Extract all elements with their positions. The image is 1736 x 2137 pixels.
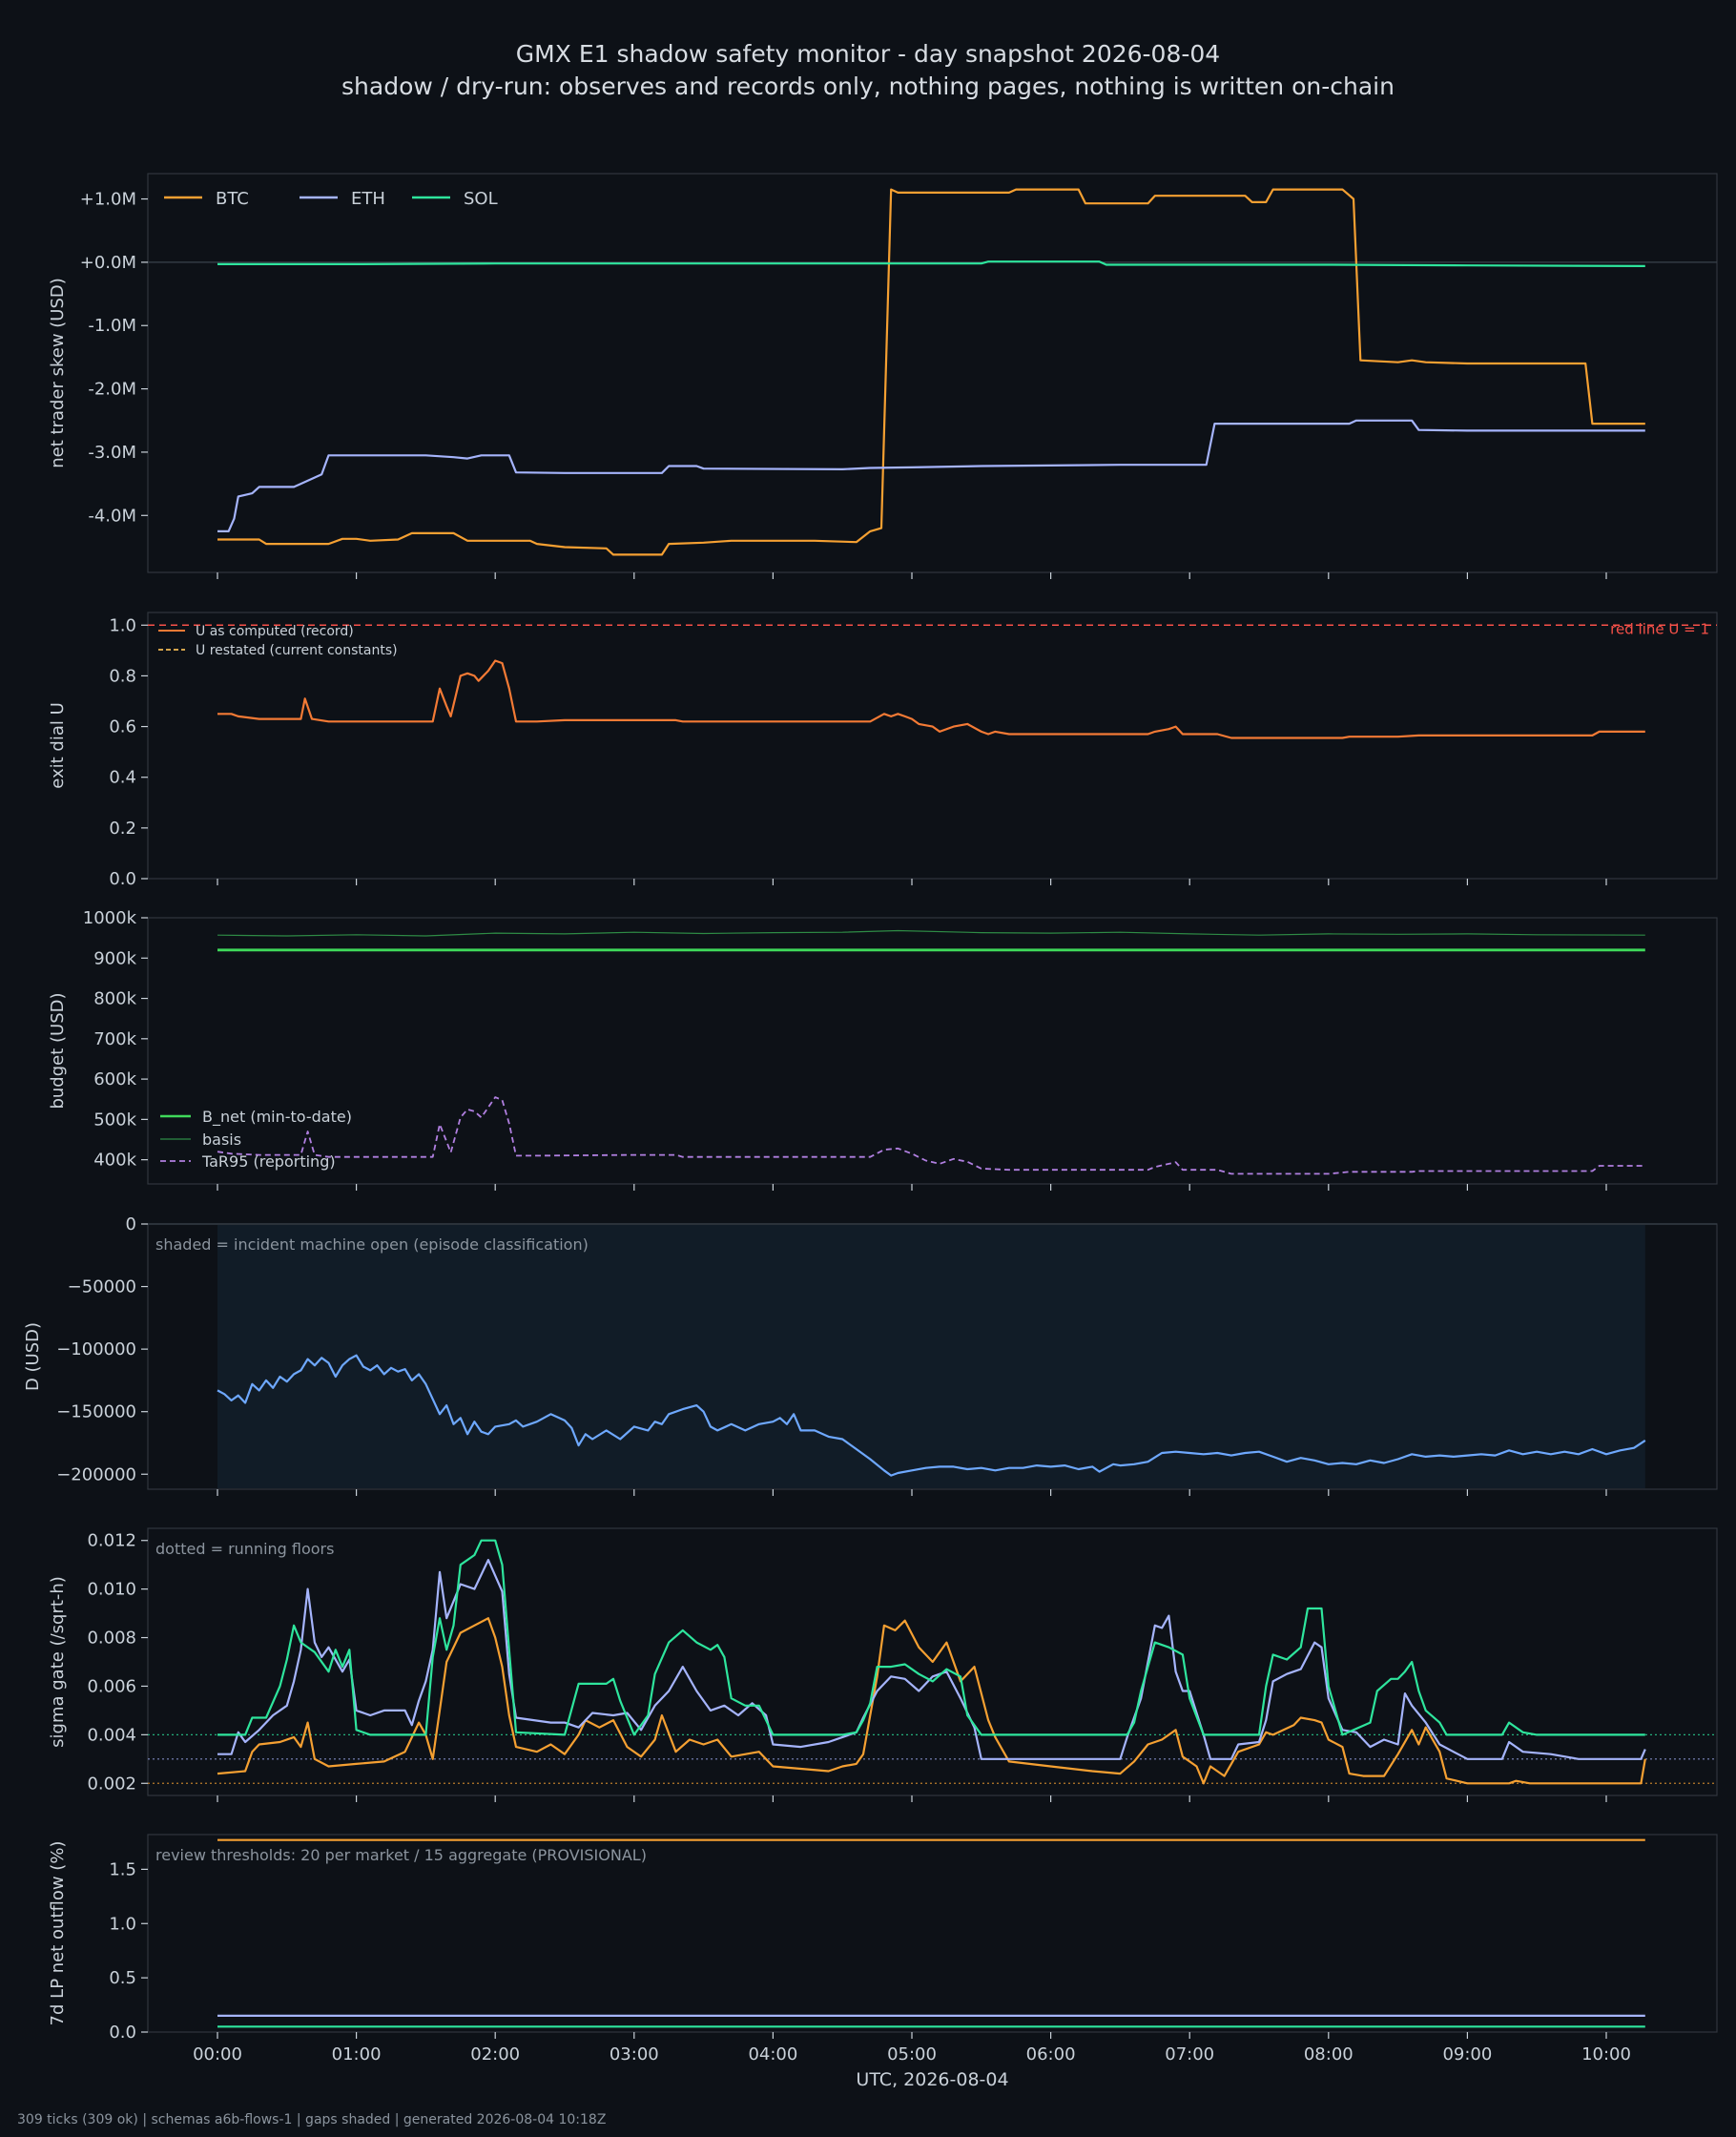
legend-label-basis: basis [202,1131,241,1149]
y-tick-label: 0 [126,1214,136,1234]
y-tick-label: 1.0 [109,615,136,635]
panel-frame [147,173,1718,573]
legend-label-tar95-reporting: TaR95 (reporting) [201,1152,336,1171]
panel-6: 0.0 0.5 1.0 1.5 00:00 01:00 02:00 03:00 04:00 05:… [48,1834,1718,2090]
series-line-d [217,1354,1646,1477]
x-tick-label: 03:00 [610,2044,659,2064]
legend-label-u-restated-current-constants: U restated (current constants) [196,643,398,658]
x-tick-label: 00:00 [193,2044,242,2064]
figure-header: GMX E1 shadow safety monitor - day snaps… [0,38,1736,103]
y-tick-label: +0.0M [80,253,136,273]
y-tick-label: 0.012 [87,1531,136,1551]
y-tick-label: −50000 [68,1277,136,1297]
panel-4: 0 −50000 −100000 −150000 −200000 D (USD) shade… [23,1214,1718,1496]
x-tick-label: 09:00 [1442,2044,1492,2064]
series-line-sol [217,260,1645,267]
legend-label-u-as-computed-record: U as computed (record) [196,624,354,639]
series-line-u-as-computed-record [217,659,1645,739]
x-tick-label: 06:00 [1026,2044,1076,2064]
y-tick-label: 0.8 [109,666,136,686]
y-tick-label: 0.2 [109,819,136,839]
panel-2: 0.0 0.2 0.4 0.6 0.8 1.0 exit dial U red line U … [48,612,1718,889]
panel-5: 0.002 0.004 0.006 0.008 0.010 0.012 sigma gate… [48,1527,1718,1802]
y-tick-label: 0.4 [109,768,136,788]
x-tick-label: 10:00 [1581,2044,1631,2064]
legend-label-eth: ETH [351,189,385,209]
footer-status: 309 ticks (309 ok) | schemas a6b-flows-1… [17,2112,607,2127]
panel-frame [147,917,1718,1185]
y-axis-label: exit dial U [48,702,68,789]
panel-frame [147,612,1718,880]
y-tick-label: −200000 [56,1464,136,1484]
y-axis-label: net trader skew (USD) [48,278,68,468]
series-line-tar95-reporting [217,1096,1645,1175]
y-axis-label: D (USD) [23,1322,43,1391]
y-tick-label: 0.010 [87,1580,136,1600]
y-tick-label: 0.6 [109,717,136,737]
y-tick-label: 1000k [83,908,137,928]
y-tick-label: 0.004 [87,1725,136,1745]
y-tick-label: 0.0 [109,869,136,889]
y-tick-label: +1.0M [80,190,136,210]
y-tick-label: -3.0M [88,443,136,463]
y-axis-label: 7d LP net outflow (%) [48,1841,68,2026]
y-tick-label: 500k [93,1110,136,1130]
y-tick-label: 0.002 [87,1774,136,1794]
y-tick-label: 900k [93,948,136,968]
panel-frame [147,1834,1718,2033]
y-tick-label: 700k [93,1029,136,1049]
y-tick-label: 0.008 [87,1629,136,1649]
series-line-basis [217,929,1645,937]
series-line-btc [217,188,1645,556]
x-tick-label: 04:00 [748,2044,797,2064]
legend-label-btc: BTC [216,189,249,209]
series-line-sol [217,1539,1645,1736]
y-tick-label: 800k [93,989,136,1009]
figure-subtitle: shadow / dry-run: observes and records o… [341,73,1395,100]
y-axis-label: sigma gate (/sqrt-h) [48,1576,68,1748]
y-tick-label: 600k [93,1069,136,1089]
x-tick-label: 07:00 [1165,2044,1214,2064]
figure-title: GMX E1 shadow safety monitor - day snaps… [515,40,1221,68]
panel-annotation: shaded = incident machine open (episode … [155,1235,589,1254]
panel-1: +1.0M +0.0M -1.0M -2.0M -3.0M -4.0M net trader… [48,173,1718,579]
series-line-eth [217,419,1645,532]
y-tick-label: −150000 [56,1402,136,1422]
x-tick-label: 01:00 [332,2044,382,2064]
series-line-btc [217,1617,1646,1785]
y-tick-label: 0.5 [109,1968,136,1988]
red-line-label: red line U = 1 [1610,620,1709,637]
panel-annotation: dotted = running floors [155,1540,334,1558]
panel-3: 400k 500k 600k 700k 800k 900k 1000k budget (USD… [48,908,1718,1191]
legend-label-b-net-min-to-date: B_net (min-to-date) [202,1108,352,1127]
y-tick-label: 1.5 [109,1859,136,1879]
y-tick-label: -1.0M [88,316,136,336]
x-tick-label: 05:00 [887,2044,937,2064]
x-tick-label: 08:00 [1304,2044,1354,2064]
y-tick-label: -4.0M [88,506,136,526]
y-tick-label: 400k [93,1151,136,1171]
x-axis-label: UTC, 2026-08-04 [856,2069,1008,2090]
x-tick-label: 02:00 [470,2044,520,2064]
y-tick-label: -2.0M [88,380,136,400]
panel-annotation: review thresholds: 20 per market / 15 ag… [155,1846,647,1864]
y-tick-label: 0.0 [109,2023,136,2043]
legend-label-sol: SOL [464,189,498,209]
y-tick-label: 1.0 [109,1914,136,1934]
y-tick-label: −100000 [56,1339,136,1359]
y-tick-label: 0.006 [87,1676,136,1696]
incident-shade [217,1225,1645,1488]
y-axis-label: budget (USD) [48,992,68,1109]
